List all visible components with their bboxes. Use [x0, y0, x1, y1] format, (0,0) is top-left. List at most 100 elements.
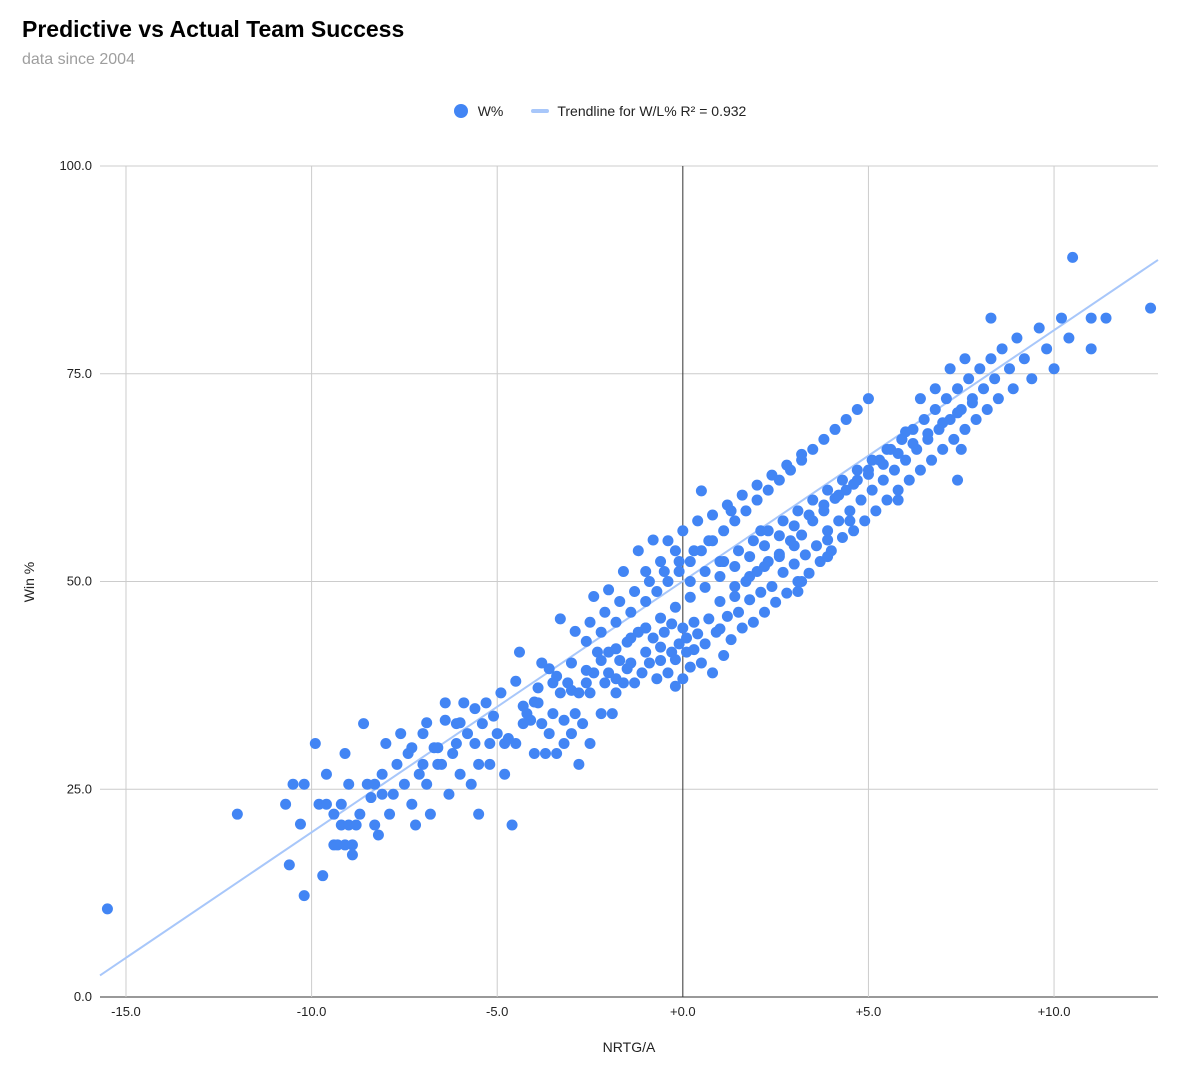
data-point[interactable] [970, 413, 982, 425]
data-point[interactable] [436, 758, 448, 770]
data-point[interactable] [558, 738, 570, 750]
data-point[interactable] [1063, 332, 1075, 344]
data-point[interactable] [658, 626, 670, 638]
data-point[interactable] [629, 677, 641, 689]
data-point[interactable] [929, 403, 941, 415]
data-point[interactable] [525, 714, 537, 726]
data-point[interactable] [417, 728, 429, 740]
data-point[interactable] [729, 561, 741, 573]
data-point[interactable] [959, 423, 971, 435]
data-point[interactable] [417, 758, 429, 770]
data-point[interactable] [421, 717, 433, 729]
data-point[interactable] [707, 509, 719, 521]
data-point[interactable] [565, 728, 577, 740]
data-point[interactable] [747, 616, 759, 628]
data-point[interactable] [1055, 312, 1067, 324]
data-point[interactable] [807, 494, 819, 506]
data-point[interactable] [669, 654, 681, 666]
legend-item-win-pct[interactable]: W% [453, 103, 503, 119]
data-point[interactable] [781, 587, 793, 599]
data-point[interactable] [558, 714, 570, 726]
data-point[interactable] [532, 682, 544, 694]
data-point[interactable] [1085, 312, 1097, 324]
data-point[interactable] [695, 657, 707, 669]
data-point[interactable] [283, 859, 295, 871]
data-point[interactable] [974, 363, 986, 375]
data-point[interactable] [777, 515, 789, 527]
data-point[interactable] [369, 778, 381, 790]
data-point[interactable] [733, 545, 745, 557]
data-point[interactable] [450, 738, 462, 750]
data-point[interactable] [439, 697, 451, 709]
data-point[interactable] [632, 545, 644, 557]
data-point[interactable] [836, 474, 848, 486]
data-point[interactable] [1041, 343, 1053, 355]
data-point[interactable] [807, 443, 819, 455]
data-point[interactable] [506, 819, 518, 831]
data-point[interactable] [380, 738, 392, 750]
data-point[interactable] [996, 343, 1008, 355]
data-point[interactable] [836, 531, 848, 543]
data-point[interactable] [755, 525, 767, 537]
data-point[interactable] [751, 494, 763, 506]
data-point[interactable] [369, 819, 381, 831]
data-point[interactable] [1048, 363, 1060, 375]
data-point[interactable] [721, 610, 733, 622]
data-point[interactable] [788, 520, 800, 532]
data-point[interactable] [294, 818, 306, 830]
data-point[interactable] [699, 638, 711, 650]
data-point[interactable] [766, 580, 778, 592]
data-point[interactable] [859, 515, 871, 527]
data-point[interactable] [502, 733, 514, 745]
data-point[interactable] [766, 469, 778, 481]
data-point[interactable] [339, 748, 351, 760]
data-point[interactable] [926, 454, 938, 466]
data-point[interactable] [725, 505, 737, 517]
data-point[interactable] [398, 778, 410, 790]
data-point[interactable] [358, 718, 370, 730]
data-point[interactable] [603, 667, 615, 679]
data-point[interactable] [669, 545, 681, 557]
data-point[interactable] [469, 703, 481, 715]
data-point[interactable] [610, 643, 622, 655]
data-point[interactable] [796, 448, 808, 460]
data-point[interactable] [406, 798, 418, 810]
data-point[interactable] [952, 474, 964, 486]
data-point[interactable] [655, 654, 667, 666]
data-point[interactable] [395, 728, 407, 740]
data-point[interactable] [1067, 251, 1079, 263]
data-point[interactable] [844, 505, 856, 517]
data-point[interactable] [940, 393, 952, 405]
data-point[interactable] [903, 474, 915, 486]
data-point[interactable] [818, 433, 830, 445]
data-point[interactable] [287, 778, 299, 790]
data-point[interactable] [692, 515, 704, 527]
data-point[interactable] [866, 484, 878, 496]
data-point[interactable] [424, 808, 436, 820]
data-point[interactable] [729, 515, 741, 527]
data-point[interactable] [810, 540, 822, 552]
data-point[interactable] [491, 728, 503, 740]
data-point[interactable] [580, 664, 592, 676]
data-point[interactable] [365, 792, 377, 804]
data-point[interactable] [350, 819, 362, 831]
data-point[interactable] [599, 606, 611, 618]
data-point[interactable] [614, 595, 626, 607]
data-point[interactable] [662, 667, 674, 679]
data-point[interactable] [677, 525, 689, 537]
data-point[interactable] [729, 580, 741, 592]
data-point[interactable] [851, 464, 863, 476]
data-point[interactable] [595, 654, 607, 666]
data-point[interactable] [484, 758, 496, 770]
data-point[interactable] [684, 576, 696, 587]
data-point[interactable] [822, 534, 834, 546]
data-point[interactable] [688, 616, 700, 628]
data-point[interactable] [796, 576, 808, 587]
data-point[interactable] [862, 468, 874, 480]
data-point[interactable] [907, 438, 919, 450]
data-point[interactable] [981, 403, 993, 415]
data-point[interactable] [625, 606, 637, 618]
data-point[interactable] [966, 397, 978, 409]
data-point[interactable] [792, 585, 804, 597]
data-point[interactable] [937, 443, 949, 455]
